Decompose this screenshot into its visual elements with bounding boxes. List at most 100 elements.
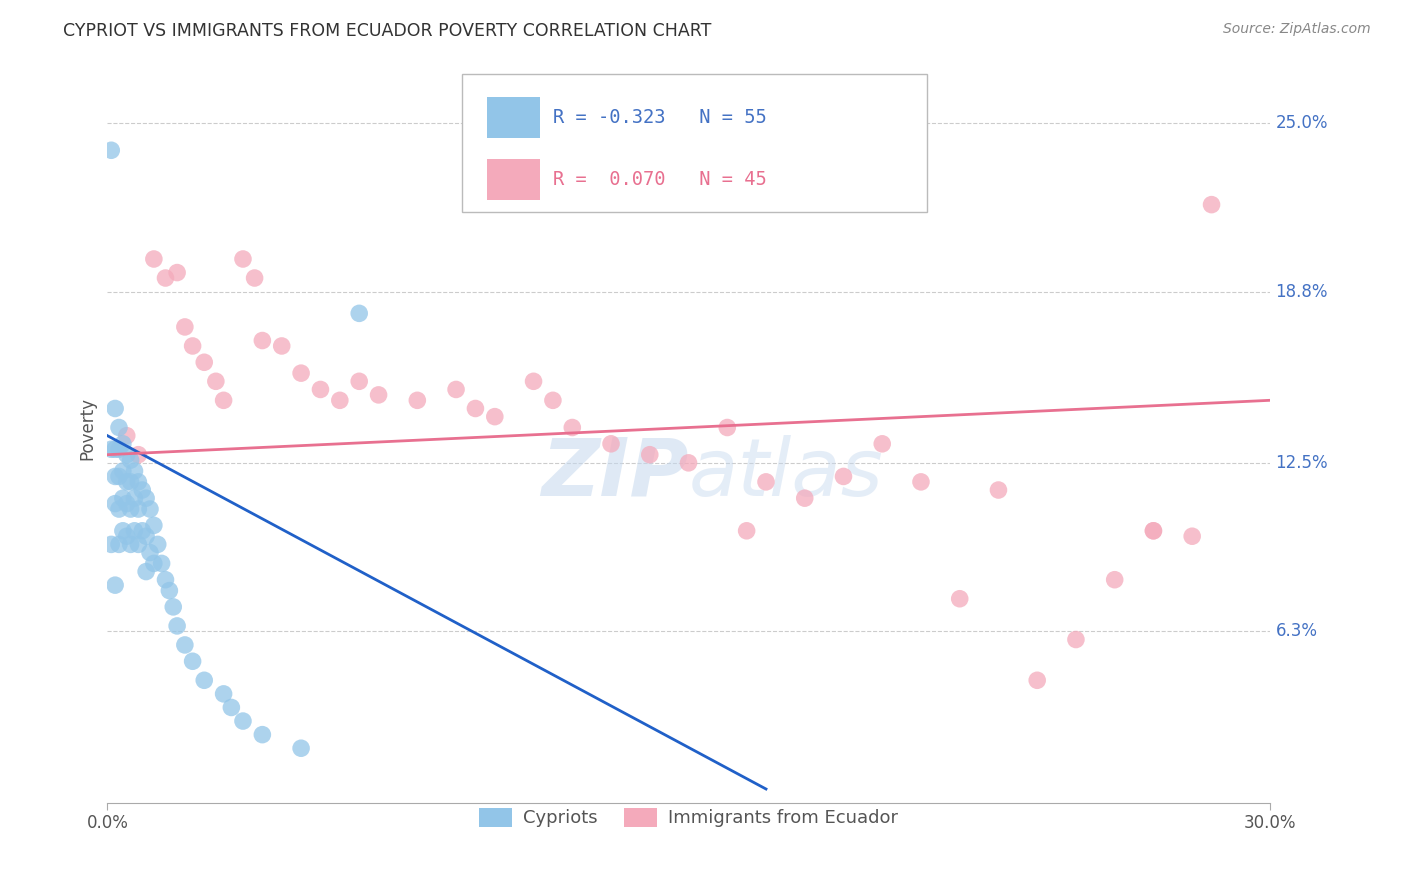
Text: 25.0%: 25.0% — [1275, 114, 1329, 132]
Point — [716, 420, 738, 434]
Text: 12.5%: 12.5% — [1275, 454, 1329, 472]
Point — [678, 456, 700, 470]
Point — [127, 537, 149, 551]
Point — [104, 578, 127, 592]
Point — [309, 383, 332, 397]
Point — [166, 619, 188, 633]
Point — [108, 469, 131, 483]
Point — [139, 545, 162, 559]
Point — [115, 529, 138, 543]
FancyBboxPatch shape — [488, 159, 540, 200]
Point — [329, 393, 352, 408]
Point — [735, 524, 758, 538]
Text: 6.3%: 6.3% — [1275, 623, 1317, 640]
Point — [108, 537, 131, 551]
Point — [108, 420, 131, 434]
Point — [793, 491, 815, 505]
Point — [1026, 673, 1049, 688]
Point — [142, 518, 165, 533]
Point — [120, 475, 142, 489]
Point — [104, 401, 127, 416]
Point — [232, 252, 254, 266]
Point — [290, 366, 312, 380]
Point — [124, 524, 146, 538]
Point — [638, 448, 661, 462]
Point — [104, 469, 127, 483]
Point — [127, 475, 149, 489]
FancyBboxPatch shape — [463, 74, 927, 212]
Point — [832, 469, 855, 483]
Point — [1104, 573, 1126, 587]
Point — [120, 453, 142, 467]
Point — [173, 638, 195, 652]
Point — [1181, 529, 1204, 543]
Point — [127, 502, 149, 516]
Point — [406, 393, 429, 408]
Point — [104, 442, 127, 457]
Text: R = -0.323   N = 55: R = -0.323 N = 55 — [553, 108, 766, 127]
Point — [870, 437, 893, 451]
Point — [270, 339, 292, 353]
Point — [290, 741, 312, 756]
Point — [120, 537, 142, 551]
Point — [444, 383, 467, 397]
Point — [111, 464, 134, 478]
Point — [127, 448, 149, 462]
Point — [1142, 524, 1164, 538]
Point — [755, 475, 778, 489]
Point — [541, 393, 564, 408]
Point — [111, 491, 134, 505]
Point — [193, 355, 215, 369]
Text: Source: ZipAtlas.com: Source: ZipAtlas.com — [1223, 22, 1371, 37]
Point — [232, 714, 254, 728]
Point — [949, 591, 972, 606]
Point — [100, 143, 122, 157]
Point — [131, 483, 153, 497]
Point — [162, 599, 184, 614]
Point — [347, 374, 370, 388]
Point — [100, 537, 122, 551]
Point — [910, 475, 932, 489]
Point — [561, 420, 583, 434]
Text: 18.8%: 18.8% — [1275, 283, 1329, 301]
Point — [243, 271, 266, 285]
Point — [252, 334, 274, 348]
Point — [115, 497, 138, 511]
Point — [173, 320, 195, 334]
Text: ZIP: ZIP — [541, 434, 689, 513]
Point — [157, 583, 180, 598]
Point — [987, 483, 1010, 497]
Legend: Cypriots, Immigrants from Ecuador: Cypriots, Immigrants from Ecuador — [472, 801, 905, 835]
Point — [522, 374, 544, 388]
Text: R =  0.070   N = 45: R = 0.070 N = 45 — [553, 169, 766, 189]
Point — [252, 728, 274, 742]
Point — [1201, 197, 1223, 211]
Point — [104, 497, 127, 511]
Text: CYPRIOT VS IMMIGRANTS FROM ECUADOR POVERTY CORRELATION CHART: CYPRIOT VS IMMIGRANTS FROM ECUADOR POVER… — [63, 22, 711, 40]
Point — [146, 537, 169, 551]
FancyBboxPatch shape — [488, 96, 540, 137]
Point — [108, 442, 131, 457]
Point — [108, 502, 131, 516]
Point — [115, 475, 138, 489]
Point — [139, 502, 162, 516]
Point — [100, 442, 122, 457]
Point — [464, 401, 486, 416]
Point — [193, 673, 215, 688]
Point — [135, 491, 157, 505]
Point — [115, 428, 138, 442]
Point — [600, 437, 623, 451]
Point — [120, 502, 142, 516]
Point — [115, 448, 138, 462]
Point — [181, 339, 204, 353]
Point — [1064, 632, 1087, 647]
Point — [212, 393, 235, 408]
Point — [166, 266, 188, 280]
Point — [111, 524, 134, 538]
Point — [150, 557, 173, 571]
Point — [111, 437, 134, 451]
Text: atlas: atlas — [689, 434, 883, 513]
Point — [212, 687, 235, 701]
Point — [347, 306, 370, 320]
Point — [367, 388, 389, 402]
